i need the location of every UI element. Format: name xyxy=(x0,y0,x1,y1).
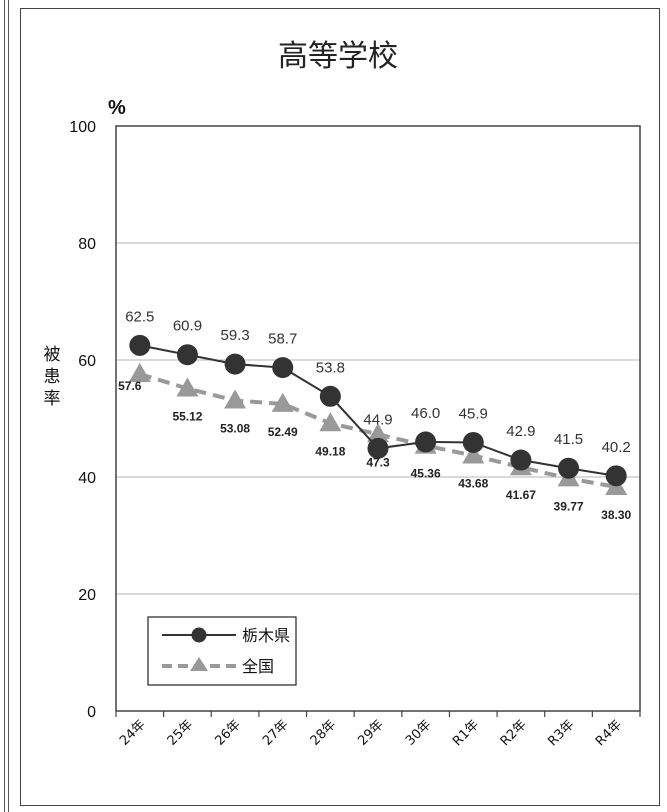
y-tick-label: 40 xyxy=(78,470,96,487)
gridlines xyxy=(115,125,641,717)
data-label-tochigi: 42.9 xyxy=(506,423,535,440)
y-tick-label: 100 xyxy=(69,119,96,136)
data-label-national: 57.6 xyxy=(118,379,142,393)
data-label-national: 45.36 xyxy=(411,467,441,481)
data-label-national: 55.12 xyxy=(172,410,202,424)
legend-label-tochigi: 栃木県 xyxy=(242,626,290,645)
y-tick-label: 80 xyxy=(78,236,96,253)
data-label-national: 38.30 xyxy=(601,508,631,522)
marker-national xyxy=(367,423,389,443)
y-axis-label: 被患率 xyxy=(44,345,61,409)
data-label-tochigi: 59.3 xyxy=(220,327,249,344)
x-tick-label: 25年 xyxy=(165,717,196,748)
marker-tochigi xyxy=(319,385,341,407)
data-label-tochigi: 40.2 xyxy=(602,439,631,456)
marker-tochigi xyxy=(129,334,151,356)
marker-national xyxy=(462,444,485,464)
data-label-national: 41.67 xyxy=(506,488,536,502)
data-label-national: 49.18 xyxy=(315,444,345,458)
data-label-tochigi: 46.0 xyxy=(411,405,440,422)
data-label-national: 52.49 xyxy=(268,425,298,439)
data-label-tochigi: 44.9 xyxy=(363,411,392,428)
marker-national xyxy=(319,412,342,432)
data-label-tochigi: 58.7 xyxy=(268,331,297,348)
marker-tochigi xyxy=(558,457,580,479)
x-tick-labels: 24年 25年 26年 27年 28年 29年 30年 R1年 R2年 R3年 R4年 xyxy=(117,717,625,749)
marker-tochigi xyxy=(510,449,532,471)
x-tick-label: 29年 xyxy=(355,717,386,748)
marker-tochigi xyxy=(224,353,246,375)
x-tick-label: R2年 xyxy=(498,717,530,749)
marker-national xyxy=(128,363,151,383)
chart-frame xyxy=(20,8,660,806)
data-label-tochigi: 41.5 xyxy=(554,431,583,448)
marker-tochigi xyxy=(272,357,294,379)
x-tick-label: 26年 xyxy=(212,717,243,748)
marker-tochigi xyxy=(176,344,198,366)
marker-tochigi xyxy=(605,465,627,487)
legend-label-national: 全国 xyxy=(242,657,274,676)
y-tick-labels: 0 20 40 60 80 100 xyxy=(69,119,96,721)
y-unit-label: % xyxy=(108,97,126,119)
data-label-national: 39.77 xyxy=(554,499,584,513)
marker-tochigi xyxy=(367,437,389,459)
legend-box xyxy=(147,616,297,686)
data-labels: 62.5 60.9 59.3 58.7 53.8 44.9 46.0 45.9 42.9 41.5… xyxy=(118,308,631,522)
y-tick-label: 20 xyxy=(78,587,96,604)
x-tick-label: 27年 xyxy=(260,717,291,748)
y-tick-label: 0 xyxy=(87,704,96,721)
x-tick-label: R4年 xyxy=(593,717,625,749)
marker-tochigi xyxy=(415,431,437,453)
x-tick-label: 28年 xyxy=(308,717,339,748)
series-line-national xyxy=(139,372,617,489)
legend-marker-national xyxy=(190,657,208,671)
series-layer xyxy=(128,334,628,495)
x-tick-label: 30年 xyxy=(403,717,434,748)
marker-national xyxy=(224,389,247,409)
legend-marker-tochigi xyxy=(191,627,207,643)
x-tick-label: R1年 xyxy=(450,717,482,749)
plot-area-border xyxy=(115,125,641,712)
data-label-national: 53.08 xyxy=(220,421,250,435)
marker-national xyxy=(176,377,199,397)
data-label-tochigi: 45.9 xyxy=(459,405,488,422)
data-label-national: 47.3 xyxy=(366,455,390,469)
chart-title: 高等学校 xyxy=(278,39,398,74)
data-label-national: 43.68 xyxy=(458,476,488,490)
data-label-tochigi: 62.5 xyxy=(125,308,154,325)
x-tick-label: 24年 xyxy=(117,717,148,748)
marker-tochigi xyxy=(462,431,484,453)
y-tick-label: 60 xyxy=(78,353,96,370)
data-label-tochigi: 60.9 xyxy=(173,318,202,335)
x-tick-label: R3年 xyxy=(545,717,577,749)
left-panel-edge xyxy=(4,0,9,812)
marker-national xyxy=(271,392,294,412)
data-label-tochigi: 53.8 xyxy=(316,359,345,376)
